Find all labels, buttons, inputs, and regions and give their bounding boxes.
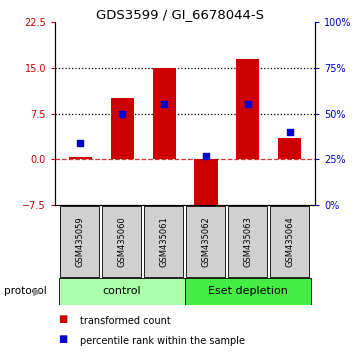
Bar [236, 59, 260, 159]
Text: ■: ■ [58, 334, 68, 344]
Bar [185, 278, 311, 305]
Point [287, 129, 293, 135]
Text: GSM435062: GSM435062 [201, 216, 210, 267]
Text: control: control [103, 286, 142, 297]
Text: GSM435061: GSM435061 [160, 216, 169, 267]
Point [245, 102, 251, 107]
Bar [270, 206, 309, 277]
Bar [110, 98, 134, 159]
Text: GSM435063: GSM435063 [243, 216, 252, 267]
Bar [278, 138, 301, 159]
Bar [59, 278, 185, 305]
Text: GDS3599 / GI_6678044-S: GDS3599 / GI_6678044-S [96, 8, 265, 21]
Text: GSM435060: GSM435060 [118, 216, 127, 267]
Text: protocol: protocol [4, 286, 46, 297]
Text: ■: ■ [58, 314, 68, 324]
Bar [228, 206, 267, 277]
Bar [69, 158, 92, 159]
Bar [102, 206, 142, 277]
Bar [144, 206, 183, 277]
Bar [60, 206, 99, 277]
Text: ▶: ▶ [33, 286, 42, 297]
Text: GSM435064: GSM435064 [285, 216, 294, 267]
Bar [152, 68, 175, 159]
Point [161, 102, 167, 107]
Bar [186, 206, 225, 277]
Point [203, 153, 209, 159]
Text: GSM435059: GSM435059 [76, 216, 85, 267]
Text: transformed count: transformed count [80, 316, 171, 326]
Bar [195, 159, 217, 211]
Text: Eset depletion: Eset depletion [208, 286, 288, 297]
Text: percentile rank within the sample: percentile rank within the sample [80, 336, 245, 346]
Point [77, 140, 83, 145]
Point [119, 111, 125, 116]
